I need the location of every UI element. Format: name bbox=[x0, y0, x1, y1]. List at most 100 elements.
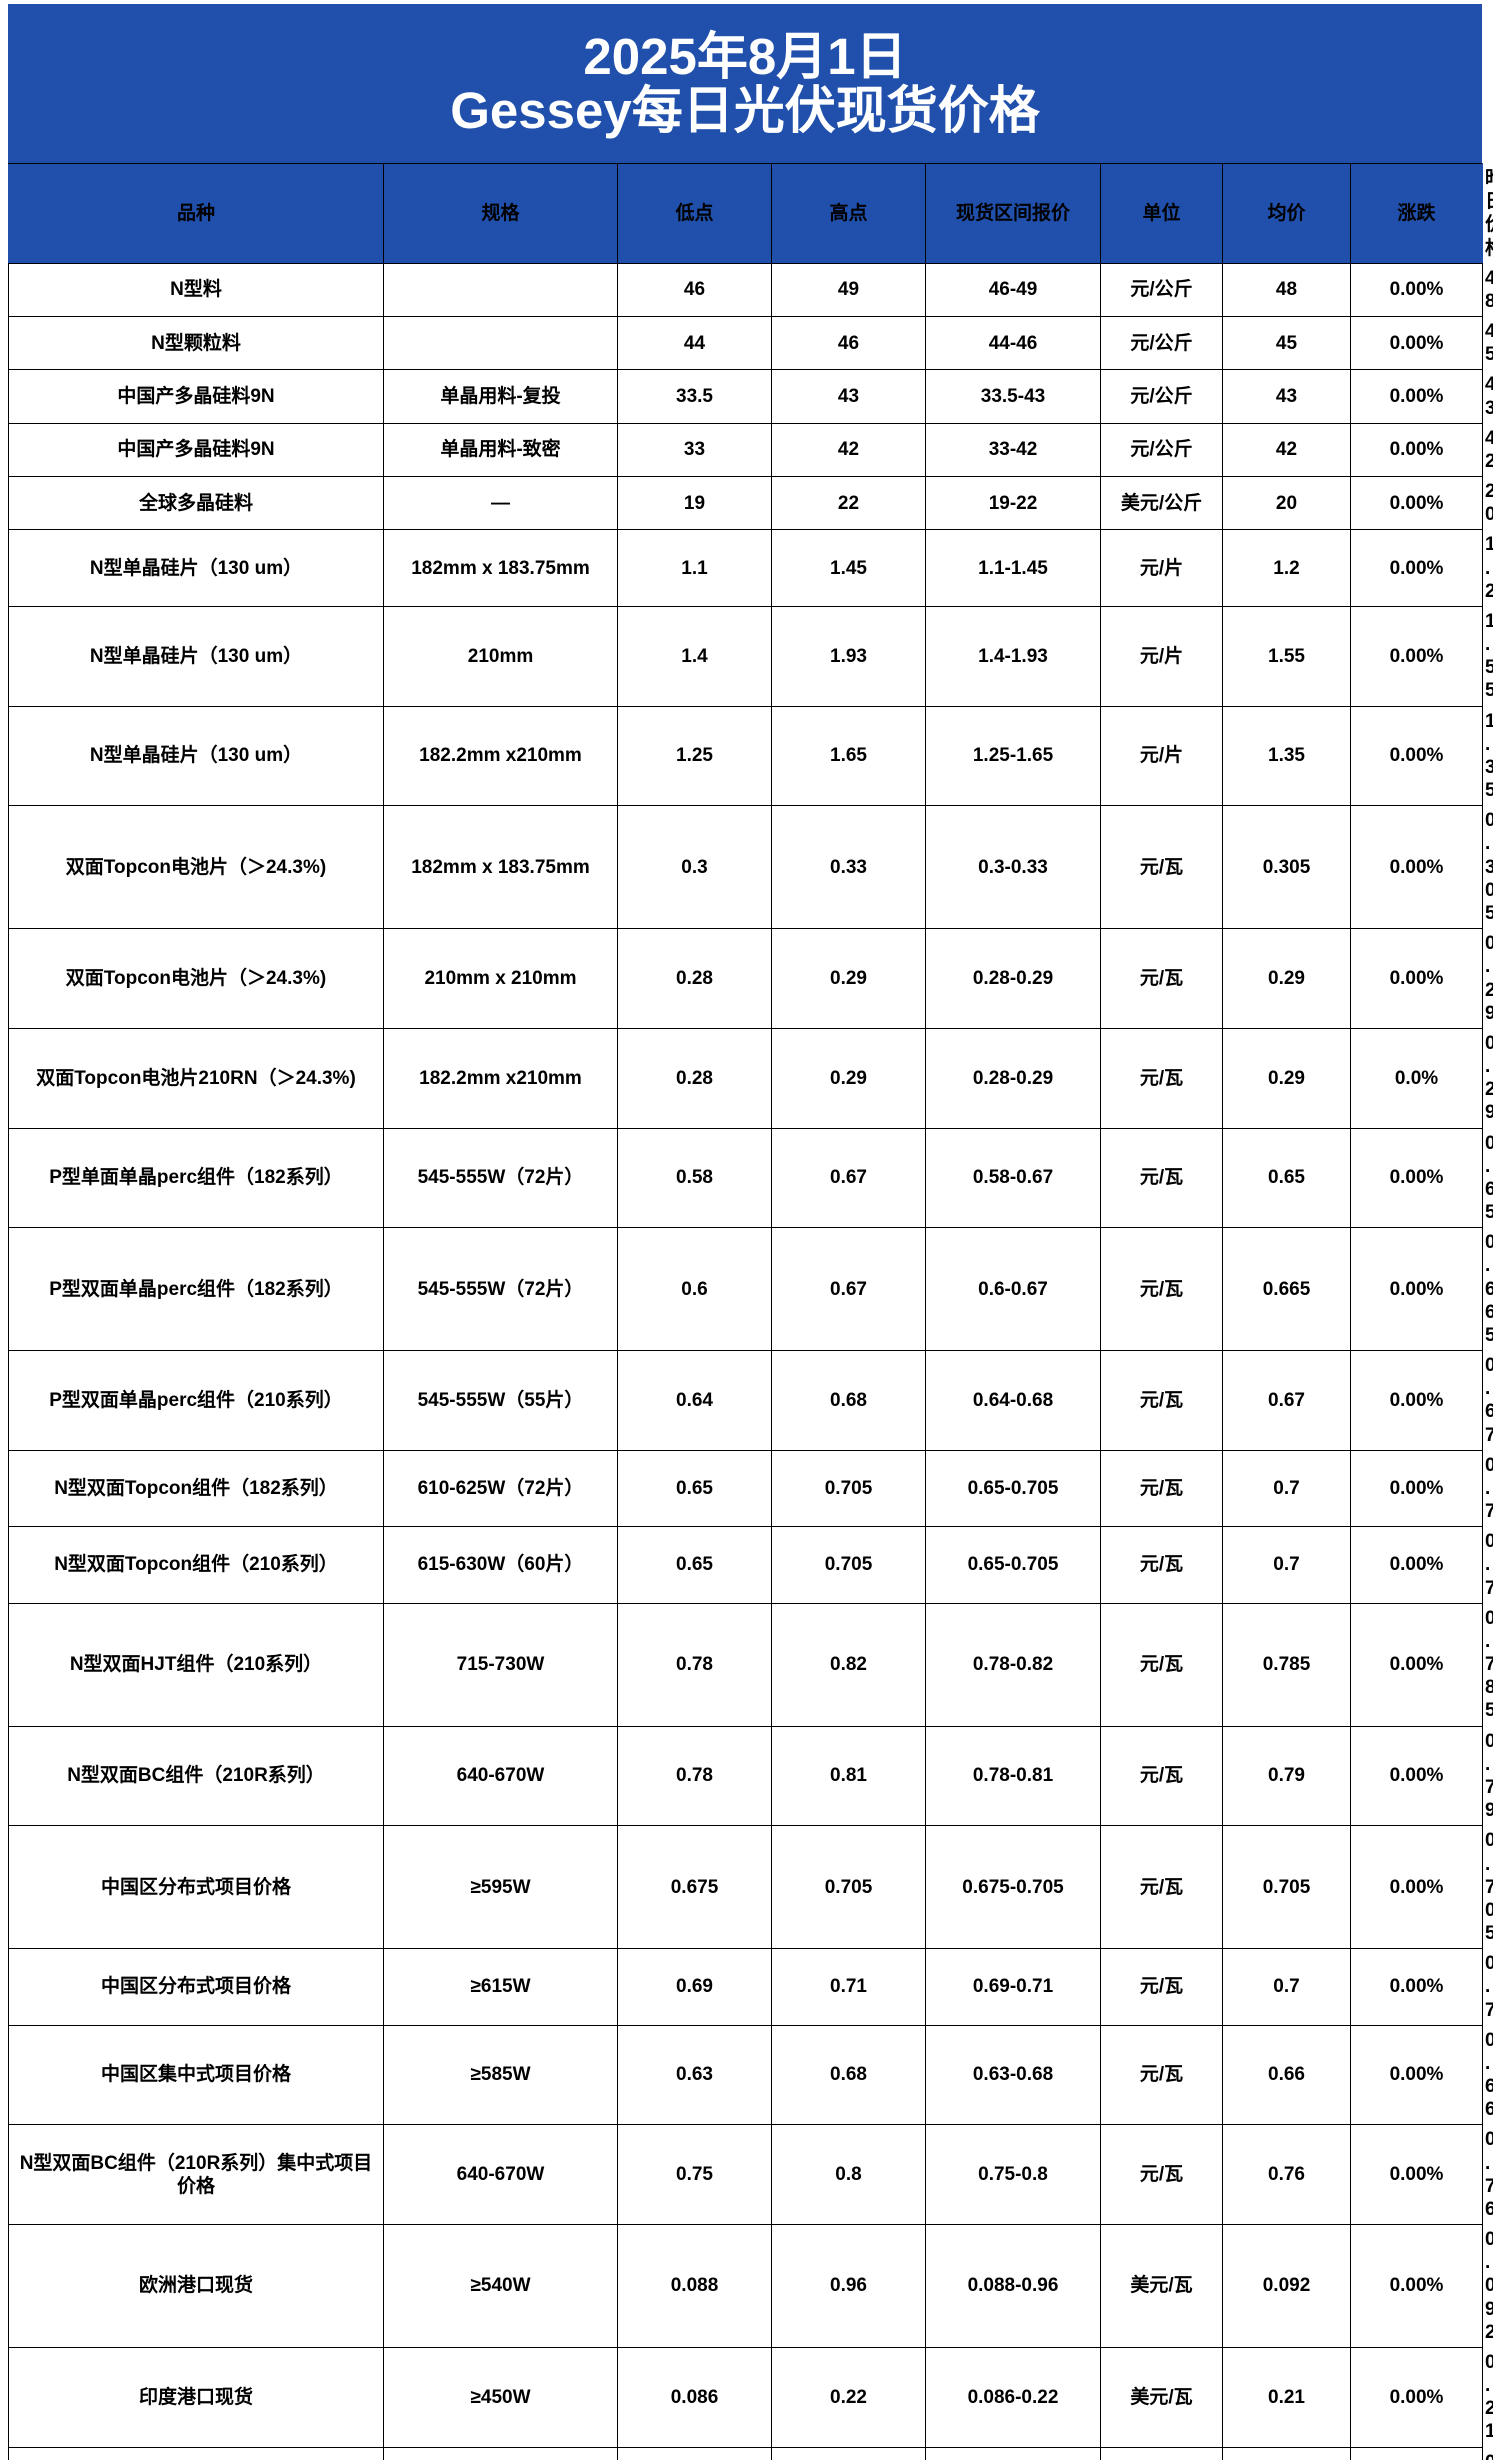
table-row[interactable]: P型单面单晶perc组件（182系列） 545-555W（72片） 0.58 0.67… bbox=[8, 1127, 1493, 1229]
cell-spot-price-range[interactable]: 0.675-0.705 bbox=[925, 1825, 1101, 1950]
cell-change[interactable]: 0.00% bbox=[1350, 422, 1483, 478]
cell-high-point[interactable]: 0.81 bbox=[771, 1725, 926, 1827]
cell-specification[interactable]: 545-555W（72片） bbox=[383, 1227, 618, 1352]
cell-unit[interactable]: 元/瓦 bbox=[1100, 1825, 1223, 1950]
table-row[interactable]: 中国产多晶硅料9N 单晶用料-复投 33.5 43 33.5-43 元/公斤 43 0.00%… bbox=[8, 369, 1493, 424]
cell-high-point[interactable]: 0.705 bbox=[771, 1825, 926, 1950]
cell-low-point[interactable]: 0.28 bbox=[617, 1027, 772, 1129]
column-header-produce-type[interactable]: 品种 bbox=[8, 163, 384, 264]
table-row[interactable]: N型料 46 49 46-49 元/公斤 48 0.00% 48 bbox=[8, 262, 1493, 318]
cell-spot-price-range[interactable]: 0.69-0.71 bbox=[925, 1948, 1101, 2026]
cell-low-point[interactable]: 0.78 bbox=[617, 1602, 772, 1727]
column-header-spot-price-range[interactable]: 现货区间报价 bbox=[925, 163, 1101, 264]
table-row[interactable]: 中国区分布式项目价格 ≥595W 0.675 0.705 0.675-0.705 元/瓦 0… bbox=[8, 1825, 1493, 1950]
cell-unit[interactable]: 元/瓦 bbox=[1100, 1027, 1223, 1129]
column-header-specification[interactable]: 规格 bbox=[383, 163, 618, 264]
cell-low-point[interactable]: 46 bbox=[617, 262, 772, 318]
cell-change[interactable]: 0.00% bbox=[1350, 2024, 1483, 2126]
cell-low-point[interactable]: 0.69 bbox=[617, 1948, 772, 2026]
cell-spot-price-range[interactable]: 0.086-0.22 bbox=[925, 2346, 1101, 2448]
cell-high-point[interactable]: 1.65 bbox=[771, 705, 926, 807]
cell-spot-price-range[interactable]: 1.1-1.45 bbox=[925, 529, 1101, 607]
cell-high-point[interactable]: 0.8 bbox=[771, 2124, 926, 2226]
cell-change[interactable]: 0.00% bbox=[1350, 1825, 1483, 1950]
cell-low-point[interactable]: 1.25 bbox=[617, 705, 772, 807]
cell-specification[interactable]: ≥585W bbox=[383, 2024, 618, 2126]
cell-change[interactable]: 0.00% bbox=[1350, 262, 1483, 318]
cell-spot-price-range[interactable]: 0.75-0.8 bbox=[925, 2124, 1101, 2226]
cell-spot-price-range[interactable]: 0.58-0.67 bbox=[925, 1127, 1101, 1229]
cell-change[interactable]: 0.00% bbox=[1350, 1227, 1483, 1352]
cell-change[interactable]: 0.00% bbox=[1350, 1449, 1483, 1528]
cell-low-point[interactable]: 0.64 bbox=[617, 1350, 772, 1451]
cell-produce-type[interactable]: N型双面Topcon组件（210系列） bbox=[8, 1526, 384, 1604]
cell-high-point[interactable]: 1.93 bbox=[771, 605, 926, 707]
column-header-unit[interactable]: 单位 bbox=[1100, 163, 1223, 264]
cell-spot-price-range[interactable]: 0.78-0.82 bbox=[925, 1602, 1101, 1727]
cell-average-price[interactable]: 45 bbox=[1222, 316, 1351, 371]
cell-low-point[interactable]: 0.28 bbox=[617, 928, 772, 1029]
cell-specification[interactable]: 182mm x 183.75mm bbox=[383, 529, 618, 607]
cell-spot-price-range[interactable]: 0.3-0.33 bbox=[925, 805, 1101, 930]
cell-change[interactable]: 0.0% bbox=[1350, 1027, 1483, 1129]
cell-high-point[interactable]: 0.71 bbox=[771, 1948, 926, 2026]
cell-high-point[interactable]: 0.67 bbox=[771, 1227, 926, 1352]
cell-unit[interactable]: 元/瓦 bbox=[1100, 805, 1223, 930]
cell-specification[interactable]: 640-670W bbox=[383, 1725, 618, 1827]
cell-average-price[interactable]: 0.79 bbox=[1222, 1725, 1351, 1827]
cell-produce-type[interactable]: 中国产多晶硅料9N bbox=[8, 369, 384, 424]
cell-average-price[interactable]: 20 bbox=[1222, 476, 1351, 531]
cell-high-point[interactable]: 0.82 bbox=[771, 1602, 926, 1727]
table-row[interactable]: N型颗粒料 44 46 44-46 元/公斤 45 0.00% 45 bbox=[8, 316, 1493, 371]
table-row[interactable]: 双面Topcon电池片（＞24.3%) 210mm x 210mm 0.28 0.29… bbox=[8, 928, 1493, 1029]
cell-low-point[interactable]: 33 bbox=[617, 422, 772, 478]
cell-unit[interactable]: 元/瓦 bbox=[1100, 1350, 1223, 1451]
cell-unit[interactable]: 元/公斤 bbox=[1100, 369, 1223, 424]
cell-produce-type[interactable]: P型双面单晶perc组件（182系列） bbox=[8, 1227, 384, 1352]
cell-unit[interactable]: 美元/瓦 bbox=[1100, 2346, 1223, 2448]
cell-low-point[interactable]: 19 bbox=[617, 476, 772, 531]
cell-produce-type[interactable]: N型料 bbox=[8, 262, 384, 318]
cell-specification[interactable] bbox=[383, 262, 618, 318]
cell-high-point[interactable]: 0.22 bbox=[771, 2346, 926, 2448]
cell-produce-type[interactable]: N型单晶硅片（130 um） bbox=[8, 705, 384, 807]
cell-produce-type[interactable]: N型双面Topcon组件（182系列） bbox=[8, 1449, 384, 1528]
cell-average-price[interactable]: 0.76 bbox=[1222, 2124, 1351, 2226]
cell-specification[interactable]: 182mm x 183.75mm bbox=[383, 805, 618, 930]
table-row[interactable]: P型双面单晶perc组件（210系列） 545-555W（55片） 0.64 0.68… bbox=[8, 1350, 1493, 1451]
cell-produce-type[interactable]: 美国港口现货 bbox=[8, 2446, 384, 2460]
table-row[interactable]: 中国产多晶硅料9N 单晶用料-致密 33 42 33-42 元/公斤 42 0.00% 42 bbox=[8, 422, 1493, 478]
cell-low-point[interactable]: 0.26 bbox=[617, 2446, 772, 2460]
cell-average-price[interactable]: 0.21 bbox=[1222, 2346, 1351, 2448]
cell-unit[interactable]: 元/瓦 bbox=[1100, 2024, 1223, 2126]
cell-produce-type[interactable]: P型双面单晶perc组件（210系列） bbox=[8, 1350, 384, 1451]
cell-high-point[interactable]: 1.45 bbox=[771, 529, 926, 607]
cell-specification[interactable]: 单晶用料-复投 bbox=[383, 369, 618, 424]
cell-low-point[interactable]: 0.088 bbox=[617, 2224, 772, 2348]
cell-high-point[interactable]: 42 bbox=[771, 422, 926, 478]
cell-low-point[interactable]: 0.086 bbox=[617, 2346, 772, 2448]
table-row[interactable]: 印度港口现货 ≥450W 0.086 0.22 0.086-0.22 美元/瓦 0.21 0.… bbox=[8, 2346, 1493, 2448]
cell-change[interactable]: 0.00% bbox=[1350, 1602, 1483, 1727]
table-row[interactable]: 中国区集中式项目价格 ≥585W 0.63 0.68 0.63-0.68 元/瓦 0.66 0… bbox=[8, 2024, 1493, 2126]
table-row[interactable]: 全球多晶硅料 —19 22 19-22 美元/公斤 20 0.00% 20 bbox=[8, 476, 1493, 531]
cell-high-point[interactable]: 0.29 bbox=[771, 928, 926, 1029]
cell-change[interactable]: 0.00% bbox=[1350, 1350, 1483, 1451]
cell-specification[interactable]: 610-625W（72片） bbox=[383, 1449, 618, 1528]
cell-spot-price-range[interactable]: 33-42 bbox=[925, 422, 1101, 478]
cell-average-price[interactable]: 42 bbox=[1222, 422, 1351, 478]
table-row[interactable]: N型双面Topcon组件（210系列） 615-630W（60片） 0.65 0.70… bbox=[8, 1526, 1493, 1604]
table-row[interactable]: N型双面BC组件（210R系列） 640-670W 0.78 0.81 0.78-0.8… bbox=[8, 1725, 1493, 1827]
cell-produce-type[interactable]: 中国区分布式项目价格 bbox=[8, 1825, 384, 1950]
cell-change[interactable]: 0.00% bbox=[1350, 2124, 1483, 2226]
cell-high-point[interactable]: 46 bbox=[771, 316, 926, 371]
table-row[interactable]: N型双面BC组件（210R系列）集中式项目价格 640-670W 0.75 0.8 0.… bbox=[8, 2124, 1493, 2226]
cell-change[interactable]: 0.00% bbox=[1350, 1948, 1483, 2026]
cell-unit[interactable]: 元/瓦 bbox=[1100, 1602, 1223, 1727]
cell-high-point[interactable]: 0.705 bbox=[771, 1449, 926, 1528]
table-row[interactable]: 双面Topcon电池片210RN（＞24.3%) 182.2mm x210mm 0.… bbox=[8, 1027, 1493, 1129]
cell-specification[interactable]: 210mm x 210mm bbox=[383, 928, 618, 1029]
cell-unit[interactable]: 元/瓦 bbox=[1100, 1948, 1223, 2026]
cell-low-point[interactable]: 0.63 bbox=[617, 2024, 772, 2126]
cell-average-price[interactable]: 0.665 bbox=[1222, 1227, 1351, 1352]
